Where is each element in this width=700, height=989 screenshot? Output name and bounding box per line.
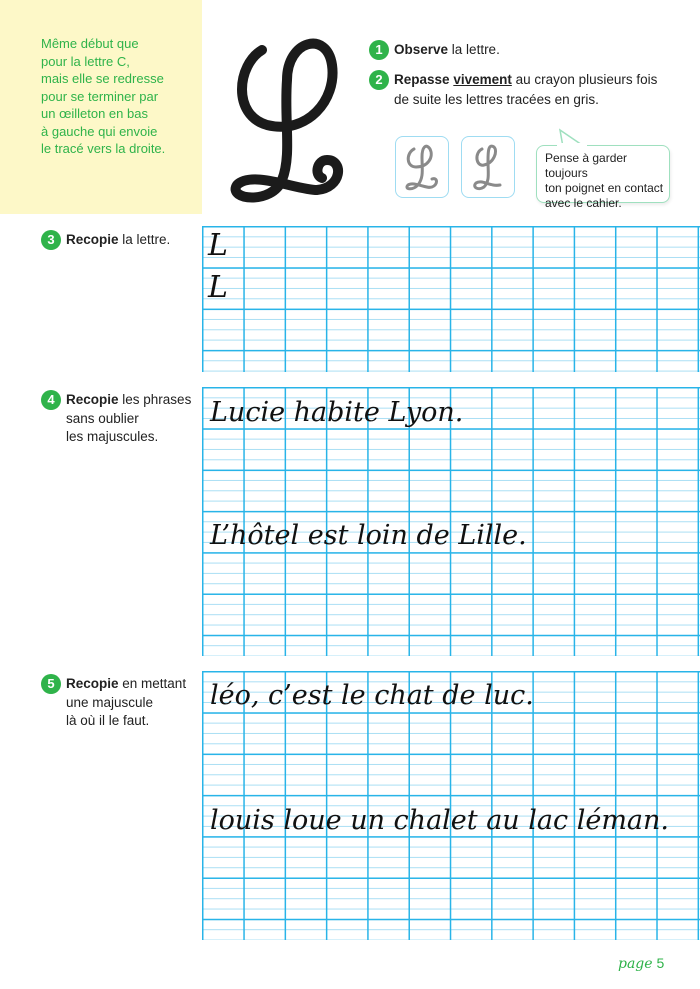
model-letter: L [208, 270, 228, 305]
step-number-badge: 4 [41, 390, 61, 411]
model-sentence: Lucie habite Lyon. [210, 397, 464, 428]
intro-line: à gauche qui envoie [41, 123, 158, 139]
step-number-badge: 3 [41, 230, 61, 251]
page-word: page [618, 956, 653, 972]
intro-line: le tracé vers la droite. [41, 141, 166, 156]
step-5: 5 Recopie en mettant une majuscule là où … [41, 674, 186, 730]
step-text: de suite les lettres tracées en gris. [394, 92, 599, 108]
step-2: 2 Repasse vivement au crayon plusieurs fo… [369, 70, 657, 109]
intro-line: un œilleton en bas [41, 106, 148, 121]
writing-grid-4[interactable] [202, 387, 700, 656]
step-emphasis: vivement [453, 72, 512, 87]
trace-model-box: L [461, 136, 515, 198]
step-3: 3 Recopie la lettre. [41, 230, 171, 251]
writing-grid-5[interactable] [202, 671, 700, 940]
model-sentence: L’hôtel est loin de Lille. [210, 520, 527, 551]
intro-line: Même début que [41, 36, 139, 51]
model-letter: L [208, 228, 228, 263]
step-verb: Recopie [66, 676, 119, 691]
step-verb: Recopie [66, 392, 119, 407]
step-text: la lettre. [118, 232, 171, 247]
tip-line: ton poignet en contact [545, 181, 664, 195]
big-cursive-letter-l [230, 38, 344, 203]
gray-letter-l-icon [473, 144, 502, 191]
tip-bubble: Pense à garder toujours ton poignet en c… [536, 145, 670, 210]
step-text: là où il le faut. [66, 713, 150, 729]
step-1: 1 Observe la lettre. [369, 40, 500, 61]
step-number-badge: 1 [369, 40, 389, 61]
step-text: la lettre. [448, 42, 500, 57]
gray-letter-l-icon [405, 144, 438, 191]
step-4: 4 Recopie les phrases sans oublier les ma… [41, 390, 191, 446]
trace-model-box: L [395, 136, 449, 198]
step-number-badge: 2 [369, 70, 389, 91]
step-text: au crayon plusieurs fois [511, 72, 658, 87]
page-number: page 5 [618, 955, 664, 972]
step-verb: Recopie [66, 232, 119, 247]
model-sentence: léo, c’est le chat de luc. [210, 680, 534, 711]
model-sentence: louis loue un chalet au lac léman. [210, 805, 669, 836]
intro-line: mais elle se redresse [41, 71, 164, 86]
step-text: une majuscule [66, 695, 154, 711]
intro-line: pour la lettre C, [41, 53, 130, 69]
tip-line: Pense à garder toujours [545, 151, 628, 180]
step-verb: Repasse [394, 72, 450, 87]
page-number-value: 5 [656, 955, 665, 971]
step-text: les phrases [118, 392, 192, 407]
intro-panel [0, 0, 202, 214]
step-text: les majuscules. [66, 429, 159, 445]
intro-text: Même début que pour la lettre C, mais el… [41, 35, 201, 158]
step-text: sans oublier [66, 411, 139, 427]
intro-line: pour se terminer par [41, 88, 159, 104]
step-number-badge: 5 [41, 674, 61, 695]
writing-grid-3[interactable] [202, 226, 700, 372]
step-text: en mettant [118, 676, 187, 691]
step-verb: Observe [394, 42, 449, 57]
tip-line: avec le cahier. [545, 196, 622, 210]
